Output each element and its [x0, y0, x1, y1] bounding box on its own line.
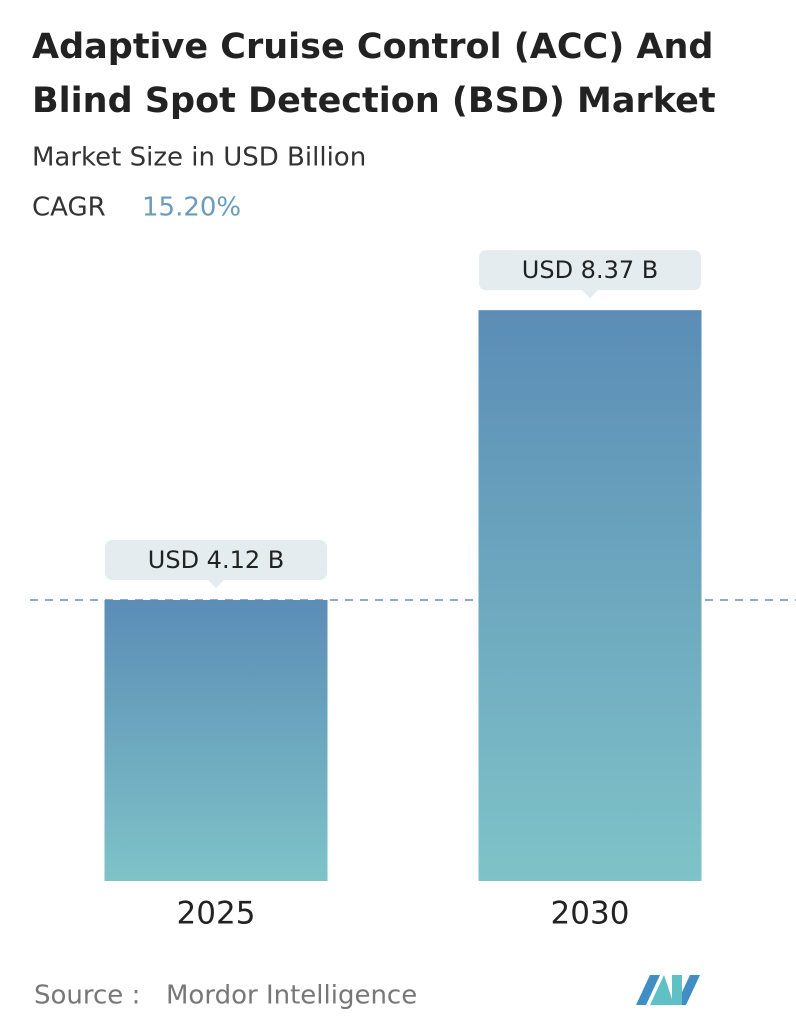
- cagr-label: CAGR: [32, 193, 106, 223]
- value-label: USD 4.12 B: [148, 546, 284, 574]
- source: Mordor Intelligence: [166, 981, 417, 1011]
- source-label: Source :: [34, 981, 140, 1011]
- value-label-box: [105, 540, 327, 581]
- cagr-value: 15.20%: [142, 193, 241, 223]
- value-label: USD 8.37 B: [522, 256, 658, 284]
- chart-subtitle: Market Size in USD Billion: [32, 143, 366, 173]
- value-label-box: [479, 250, 701, 291]
- bar: [478, 310, 702, 881]
- x-tick-label: 2030: [551, 896, 630, 932]
- value-label-pointer: [582, 290, 598, 299]
- x-tick-label: 2025: [177, 896, 256, 932]
- logo: [636, 975, 700, 1005]
- value-label-pointer: [208, 580, 224, 589]
- bar: [104, 600, 328, 881]
- chart-title: Blind Spot Detection (BSD) Market: [32, 81, 716, 121]
- chart-title: Adaptive Cruise Control (ACC) And: [32, 27, 713, 67]
